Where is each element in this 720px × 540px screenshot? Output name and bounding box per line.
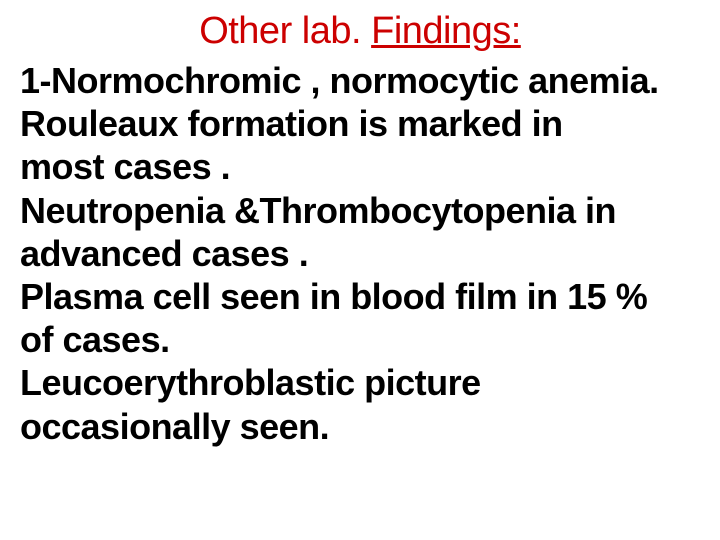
body-line: of cases. — [20, 318, 700, 361]
slide-body: 1-Normochromic , normocytic anemia. Roul… — [20, 59, 700, 448]
body-line: most cases . — [20, 145, 700, 188]
title-underlined: Findings: — [371, 10, 521, 52]
body-line: 1-Normochromic , normocytic anemia. — [20, 59, 700, 102]
body-line: Plasma cell seen in blood film in 15 % — [20, 275, 700, 318]
slide: Other lab. Findings: 1-Normochromic , no… — [0, 0, 720, 540]
slide-title: Other lab. Findings: — [20, 10, 700, 53]
body-line: Leucoerythroblastic picture — [20, 361, 700, 404]
body-line: Rouleaux formation is marked in — [20, 102, 700, 145]
body-line: Neutropenia &Thrombocytopenia in — [20, 189, 700, 232]
body-line: occasionally seen. — [20, 405, 700, 448]
title-prefix: Other lab. — [199, 10, 371, 52]
body-line: advanced cases . — [20, 232, 700, 275]
